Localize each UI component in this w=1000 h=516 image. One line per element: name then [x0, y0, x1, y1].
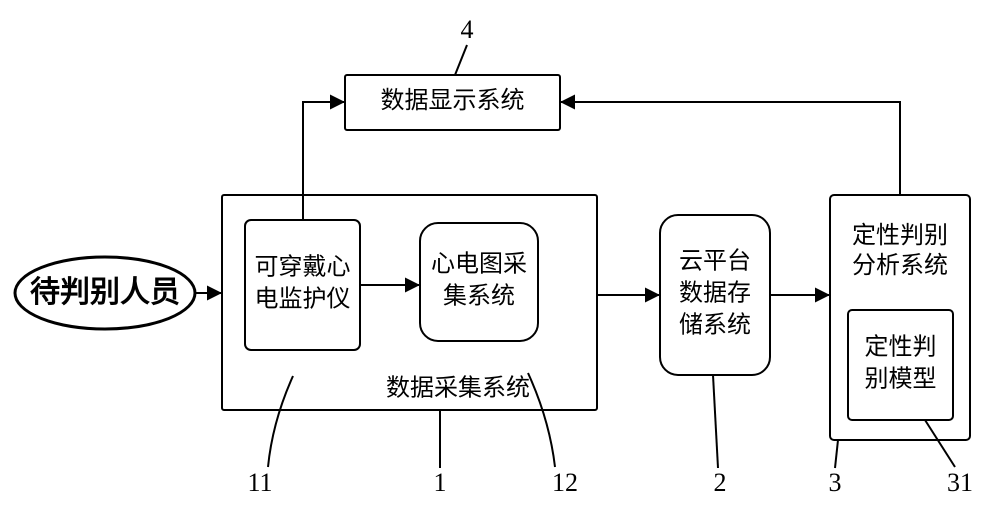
callout-3: 3: [829, 440, 842, 497]
svg-text:别模型: 别模型: [865, 366, 937, 393]
node-display: 数据显示系统: [345, 75, 560, 130]
svg-text:11: 11: [247, 468, 272, 497]
node-ecg: 心电图采集系统: [420, 223, 538, 341]
callout-1: 1: [434, 410, 447, 497]
svg-text:储系统: 储系统: [679, 312, 751, 339]
node-person: 待判别人员: [15, 257, 195, 329]
node-cloud: 云平台数据存储系统: [660, 215, 770, 375]
svg-text:可穿戴心: 可穿戴心: [255, 254, 351, 281]
callout-2: 2: [713, 375, 727, 497]
svg-text:31: 31: [947, 468, 973, 497]
svg-text:定性判别: 定性判别: [852, 222, 948, 249]
svg-text:待判别人员: 待判别人员: [30, 276, 180, 309]
svg-text:3: 3: [829, 468, 842, 497]
svg-text:12: 12: [552, 468, 578, 497]
svg-text:定性判: 定性判: [865, 334, 937, 361]
edge-5: [560, 102, 900, 195]
svg-text:心电图采: 心电图采: [431, 251, 527, 278]
svg-text:2: 2: [714, 468, 727, 497]
svg-text:1: 1: [434, 468, 447, 497]
svg-text:电监护仪: 电监护仪: [255, 286, 351, 313]
node-model: 定性判别模型: [848, 310, 953, 420]
svg-text:4: 4: [461, 15, 474, 44]
svg-text:数据存: 数据存: [679, 280, 751, 307]
svg-text:云平台: 云平台: [679, 248, 751, 275]
svg-text:分析系统: 分析系统: [852, 252, 948, 279]
svg-text:数据采集系统: 数据采集系统: [386, 375, 530, 402]
svg-text:数据显示系统: 数据显示系统: [381, 87, 525, 114]
callout-4: 4: [455, 15, 474, 75]
node-wearable: 可穿戴心电监护仪: [245, 220, 360, 350]
svg-text:集系统: 集系统: [443, 283, 515, 310]
